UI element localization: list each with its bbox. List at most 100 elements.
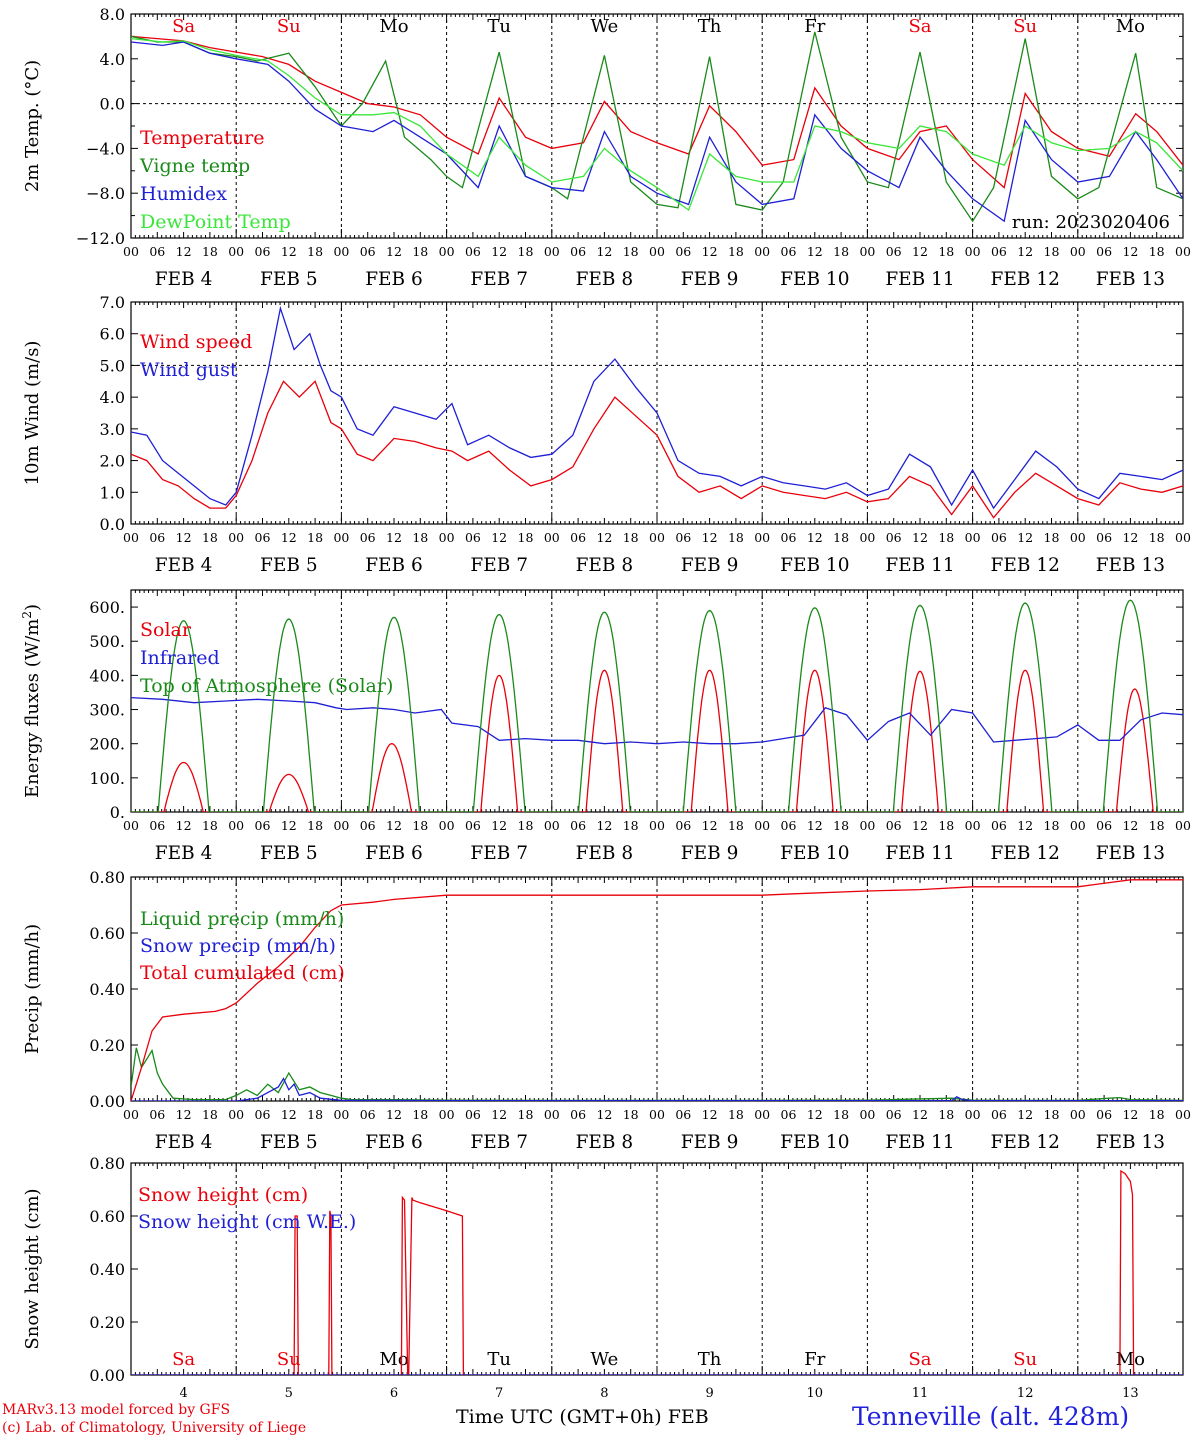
hour-label: 18 bbox=[412, 530, 428, 545]
lab-credit: (c) Lab. of Climatology, University of L… bbox=[2, 1420, 307, 1436]
weekday-label: We bbox=[591, 1349, 619, 1370]
date-label: FEB 10 bbox=[780, 269, 849, 290]
weekday-label: Sa bbox=[172, 16, 195, 37]
hour-label: 06 bbox=[360, 818, 376, 833]
date-label: FEB 4 bbox=[155, 1132, 213, 1153]
series-line-top-of-atmosphere-solar- bbox=[131, 599, 1183, 812]
panel-5: 0.00 0.20 0.40 0.60 0.80 4 5 6 7 8 9 10 11 12 13 Sa Su Mo… bbox=[22, 1154, 1184, 1401]
hour-label: 06 bbox=[360, 244, 376, 259]
legend-entry: Snow precip (mm/h) bbox=[140, 935, 336, 957]
hour-label: 00 bbox=[544, 244, 560, 259]
legend-entry: DewPoint Temp bbox=[140, 211, 291, 233]
hour-label: 06 bbox=[149, 818, 165, 833]
hour-label: 12 bbox=[807, 818, 823, 833]
y-axis-title: Precip (mm/h) bbox=[22, 924, 43, 1054]
y-tick-label: 0.20 bbox=[89, 1313, 125, 1332]
hour-label: 12 bbox=[596, 818, 612, 833]
date-label: FEB 13 bbox=[1096, 1132, 1165, 1153]
hour-label: 18 bbox=[938, 530, 954, 545]
date-label: FEB 6 bbox=[365, 555, 423, 576]
hour-label: 18 bbox=[202, 530, 218, 545]
y-tick-label: 8.0 bbox=[100, 5, 125, 24]
y-tick-label: 0.00 bbox=[89, 1366, 125, 1385]
hour-label: 18 bbox=[307, 1107, 323, 1122]
day-number-label: 8 bbox=[600, 1386, 608, 1401]
y-tick-label: 5.0 bbox=[100, 356, 125, 375]
weekday-label: We bbox=[591, 16, 619, 37]
hour-label: 06 bbox=[675, 818, 691, 833]
hour-label: 18 bbox=[1149, 818, 1165, 833]
hour-label: 12 bbox=[702, 530, 718, 545]
hour-label: 12 bbox=[281, 530, 297, 545]
hour-label: 00 bbox=[859, 244, 875, 259]
hour-label: 00 bbox=[228, 530, 244, 545]
y-tick-label: 0.0 bbox=[100, 95, 125, 114]
date-label: FEB 7 bbox=[470, 1132, 528, 1153]
hour-label: 18 bbox=[623, 244, 639, 259]
hour-label: 06 bbox=[570, 530, 586, 545]
y-tick-label: −4.0 bbox=[86, 139, 125, 158]
weekday-label: Tu bbox=[487, 1349, 511, 1370]
hour-label: 12 bbox=[1017, 1107, 1033, 1122]
hour-label: 00 bbox=[544, 818, 560, 833]
day-number-label: 9 bbox=[705, 1386, 713, 1401]
y-tick-label: 4.0 bbox=[100, 388, 125, 407]
hour-label: 12 bbox=[176, 530, 192, 545]
hour-label: 00 bbox=[1070, 530, 1086, 545]
hour-label: 06 bbox=[255, 244, 271, 259]
weekday-label: Su bbox=[1013, 1349, 1037, 1370]
hour-label: 06 bbox=[149, 530, 165, 545]
y-tick-label: 100. bbox=[89, 769, 125, 788]
hour-label: 18 bbox=[728, 818, 744, 833]
panel-2: 0.0 1.0 2.0 3.0 4.0 5.0 6.0 7.0 00 06 12 18 00 06 12 18… bbox=[22, 293, 1191, 576]
y-tick-label: 4.0 bbox=[100, 50, 125, 69]
hour-label: 12 bbox=[491, 818, 507, 833]
hour-label: 00 bbox=[859, 530, 875, 545]
y-axis-title: 2m Temp. (°C) bbox=[22, 60, 43, 192]
date-label: FEB 6 bbox=[365, 269, 423, 290]
hour-label: 00 bbox=[544, 530, 560, 545]
y-tick-label: 7.0 bbox=[100, 293, 125, 312]
hour-label: 12 bbox=[281, 818, 297, 833]
hour-label: 18 bbox=[938, 818, 954, 833]
hour-label: 12 bbox=[1122, 244, 1138, 259]
hour-label: 12 bbox=[912, 530, 928, 545]
hour-label: 18 bbox=[412, 818, 428, 833]
hour-label: 06 bbox=[675, 244, 691, 259]
hour-label: 06 bbox=[570, 244, 586, 259]
date-label: FEB 12 bbox=[991, 843, 1060, 864]
y-tick-label: 200. bbox=[89, 735, 125, 754]
weekday-label: Su bbox=[277, 1349, 301, 1370]
date-label: FEB 4 bbox=[155, 269, 213, 290]
hour-label: 00 bbox=[228, 244, 244, 259]
hour-label: 00 bbox=[333, 244, 349, 259]
y-axis-title: Snow height (cm) bbox=[22, 1188, 43, 1349]
hour-label: 00 bbox=[965, 818, 981, 833]
hour-label: 18 bbox=[728, 530, 744, 545]
hour-label: 12 bbox=[912, 818, 928, 833]
weekday-label: Fr bbox=[804, 16, 825, 37]
date-label: FEB 11 bbox=[885, 843, 954, 864]
hour-label: 00 bbox=[1175, 530, 1191, 545]
legend-entry: Total cumulated (cm) bbox=[140, 962, 345, 984]
time-axis-label: Time UTC (GMT+0h) FEB bbox=[456, 1406, 709, 1428]
hour-label: 00 bbox=[754, 244, 770, 259]
hour-label: 18 bbox=[518, 818, 534, 833]
date-label: FEB 5 bbox=[260, 843, 318, 864]
hour-label: 00 bbox=[228, 818, 244, 833]
hour-label: 06 bbox=[675, 530, 691, 545]
date-label: FEB 9 bbox=[681, 269, 739, 290]
date-label: FEB 13 bbox=[1096, 843, 1165, 864]
date-label: FEB 5 bbox=[260, 555, 318, 576]
date-label: FEB 10 bbox=[780, 1132, 849, 1153]
hour-label: 18 bbox=[202, 244, 218, 259]
hour-label: 12 bbox=[176, 1107, 192, 1122]
hour-label: 06 bbox=[991, 818, 1007, 833]
legend-entry: Liquid precip (mm/h) bbox=[140, 908, 344, 930]
hour-label: 00 bbox=[649, 530, 665, 545]
series-line-humidex bbox=[131, 41, 1183, 223]
hour-label: 12 bbox=[702, 1107, 718, 1122]
legend-entry: Solar bbox=[140, 619, 192, 641]
hour-label: 06 bbox=[570, 818, 586, 833]
hour-label: 12 bbox=[807, 244, 823, 259]
